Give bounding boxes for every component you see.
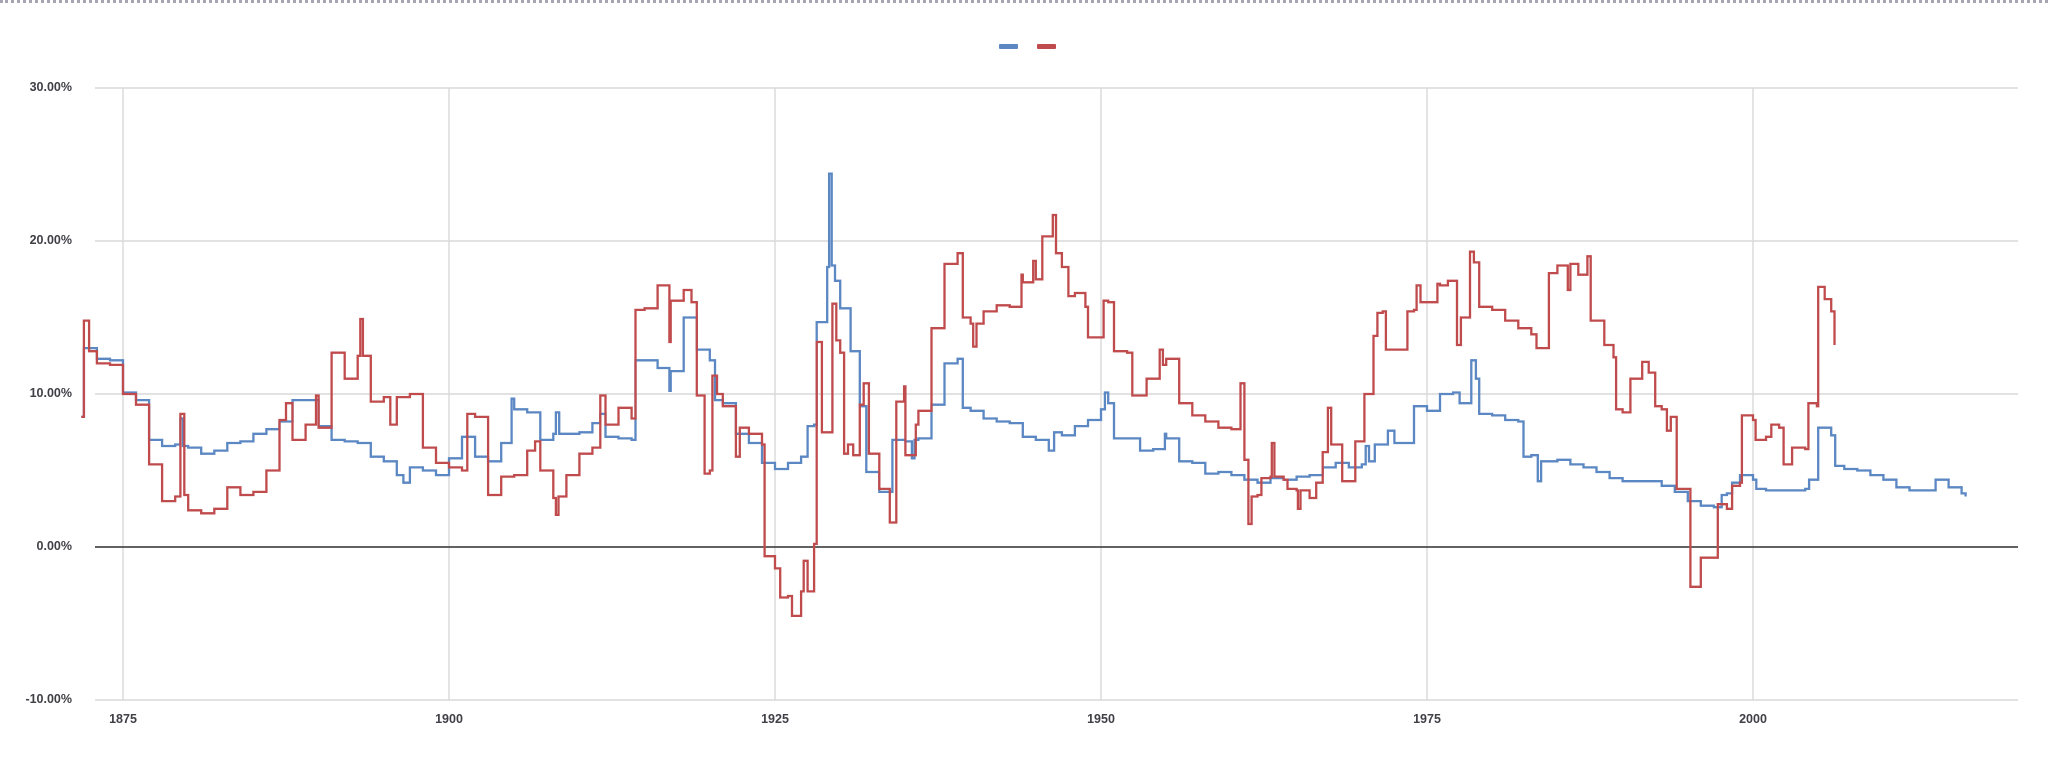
x-tick-label: 1900 <box>435 712 463 726</box>
x-tick-label: 1975 <box>1413 712 1441 726</box>
y-tick-label: -10.00% <box>25 692 72 706</box>
line-series-2-red <box>81 213 1836 618</box>
y-tick-label: 30.00% <box>29 80 72 94</box>
window-top-border <box>0 0 2048 3</box>
y-tick-label: 20.00% <box>29 233 72 247</box>
line-series-1-blue <box>81 172 1967 509</box>
legend-swatch-series-2[interactable] <box>1037 44 1056 49</box>
y-tick-label: 0.00% <box>36 539 72 553</box>
x-tick-label: 1875 <box>109 712 137 726</box>
x-tick-label: 1925 <box>761 712 789 726</box>
y-tick-label: 10.00% <box>29 386 72 400</box>
x-tick-label: 2000 <box>1739 712 1767 726</box>
x-tick-label: 1950 <box>1087 712 1115 726</box>
legend-swatch-series-1[interactable] <box>999 44 1018 49</box>
